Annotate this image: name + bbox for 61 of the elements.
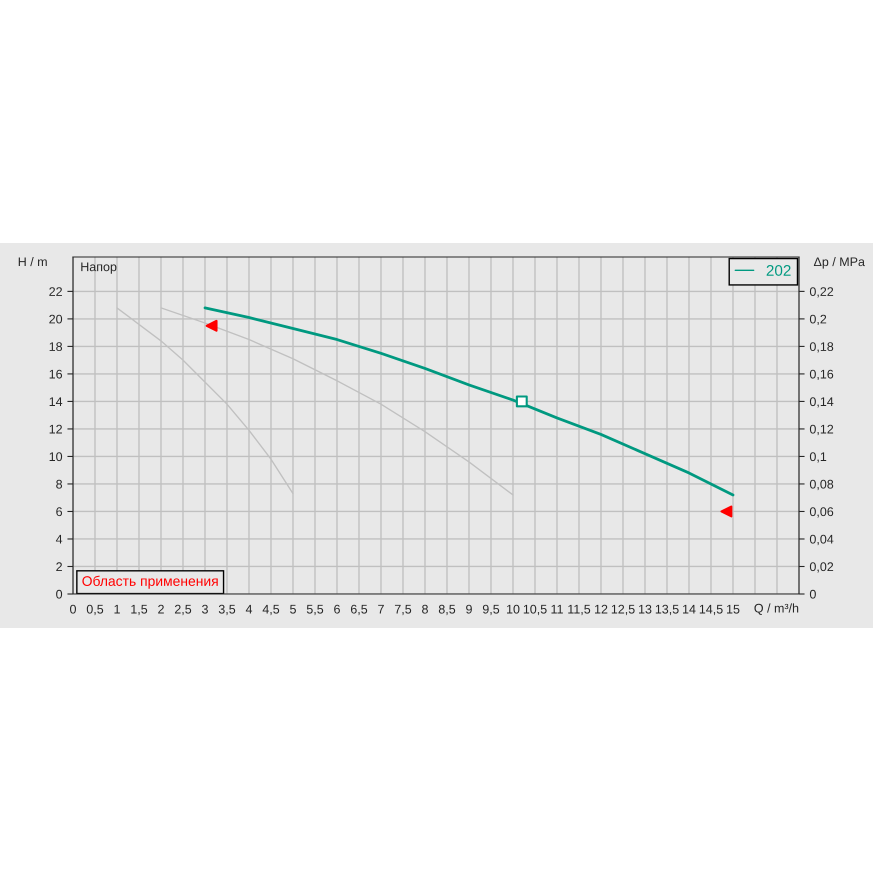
x-tick-label: 3,5 bbox=[218, 604, 236, 616]
y2-tick-label: 0,02 bbox=[810, 562, 834, 573]
x-tick-label: 8,5 bbox=[438, 604, 456, 616]
y2-tick-label: 0,1 bbox=[810, 452, 826, 463]
x-tick-label: 10 bbox=[507, 604, 520, 614]
y-tick-label: 18 bbox=[50, 342, 62, 352]
x-tick-label: 1 bbox=[114, 604, 120, 614]
x-tick-label: 2 bbox=[158, 604, 164, 614]
x-tick-label: 3 bbox=[202, 604, 208, 614]
y2-tick-label: 0,18 bbox=[810, 342, 834, 353]
y2-tick-label: 0,08 bbox=[810, 480, 834, 490]
x-tick-label: 1,5 bbox=[131, 604, 148, 616]
x-axis-title: Q / m³/h bbox=[754, 603, 798, 615]
x-tick-label: 14 bbox=[683, 604, 696, 614]
y-tick-label: 20 bbox=[49, 314, 62, 324]
y-tick-label: 10 bbox=[50, 452, 62, 462]
y2-tick-label: 0,14 bbox=[810, 397, 834, 408]
x-tick-label: 5,5 bbox=[306, 604, 324, 616]
y-tick-label: 6 bbox=[56, 507, 62, 516]
x-tick-label: 12 bbox=[595, 604, 608, 614]
y-tick-label: 14 bbox=[50, 397, 62, 406]
annotation: Напор bbox=[81, 262, 116, 274]
x-tick-label: 0,5 bbox=[86, 604, 104, 616]
x-tick-label: 14,5 bbox=[700, 604, 723, 616]
y2-tick-label: 0 bbox=[810, 590, 816, 599]
y2-tick-label: 0,16 bbox=[810, 370, 834, 380]
x-tick-label: 13 bbox=[639, 604, 652, 614]
y2-tick-label: 0,06 bbox=[810, 507, 834, 518]
x-tick-label: 6,5 bbox=[350, 604, 368, 616]
x-tick-label: 7,5 bbox=[394, 604, 412, 616]
y-tick-label: 0 bbox=[56, 590, 62, 599]
y-tick-label: 4 bbox=[56, 534, 62, 544]
y2-tick-label: 0,2 bbox=[810, 314, 826, 326]
x-tick-label: 11,5 bbox=[568, 604, 590, 616]
y2-tick-label: 0,22 bbox=[810, 287, 834, 298]
y-tick-label: 16 bbox=[50, 370, 62, 379]
y2-tick-label: 0,12 bbox=[810, 424, 834, 436]
y-tick-label: 2 bbox=[56, 562, 62, 572]
y2-axis-title: Δp / MPa bbox=[814, 257, 865, 269]
x-tick-label: 4 bbox=[246, 604, 252, 614]
x-tick-label: 0 bbox=[70, 604, 76, 614]
x-tick-label: 9 bbox=[466, 604, 472, 614]
x-tick-label: 5 bbox=[290, 604, 296, 614]
x-tick-label: 10,5 bbox=[524, 604, 547, 616]
y-tick-label: 8 bbox=[56, 480, 62, 489]
x-tick-label: 7 bbox=[378, 604, 384, 614]
legend-label: 202 bbox=[766, 265, 791, 276]
x-tick-label: 6 bbox=[334, 604, 340, 614]
y2-tick-label: 0,04 bbox=[810, 534, 834, 546]
x-tick-label: 11 bbox=[551, 604, 563, 614]
y-axis-title: H / m bbox=[18, 257, 47, 266]
annotation: Область применения bbox=[82, 576, 218, 589]
y-tick-label: 22 bbox=[49, 287, 62, 296]
x-tick-label: 12,5 bbox=[612, 604, 635, 616]
x-tick-label: 13,5 bbox=[656, 604, 679, 616]
x-tick-label: 9,5 bbox=[482, 604, 500, 616]
y-tick-label: 12 bbox=[50, 424, 62, 434]
x-tick-label: 4,5 bbox=[262, 604, 280, 616]
x-tick-label: 15 bbox=[727, 604, 740, 614]
x-tick-label: 2,5 bbox=[174, 604, 192, 616]
x-tick-label: 8 bbox=[422, 604, 428, 614]
